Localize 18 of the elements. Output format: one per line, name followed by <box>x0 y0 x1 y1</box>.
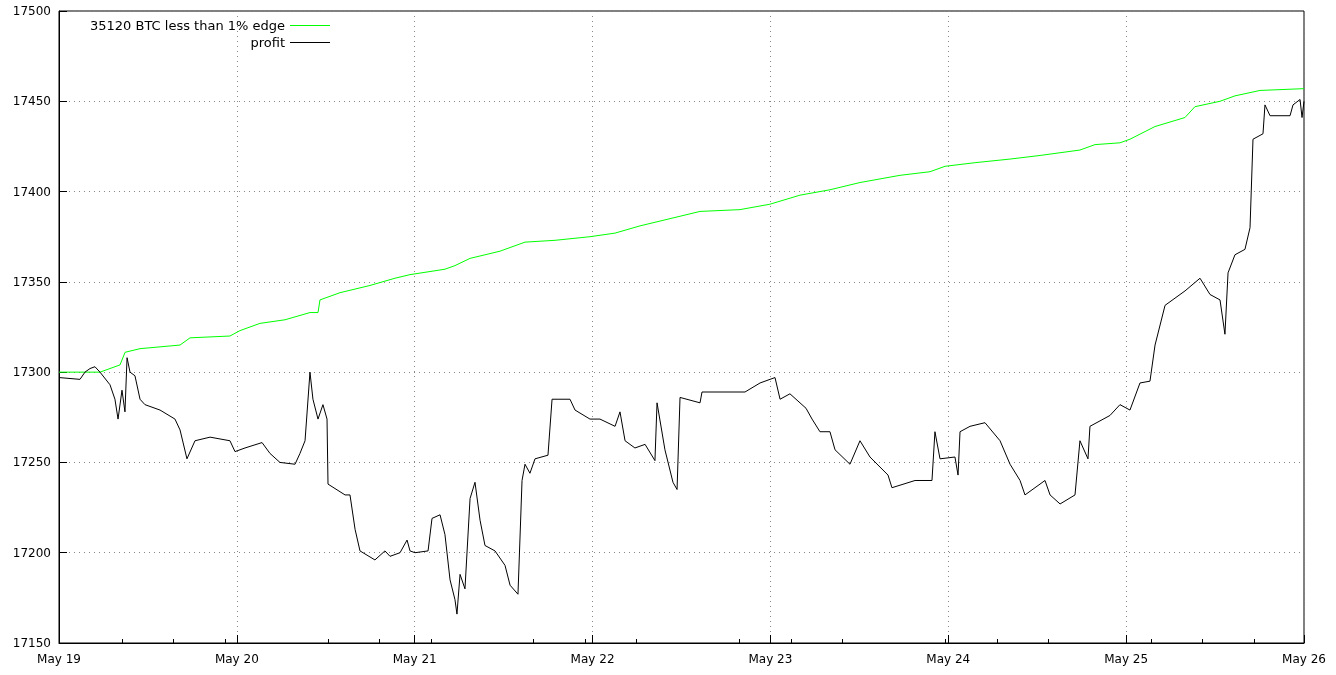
y-tick-label: 17300 <box>12 365 51 380</box>
x-tick-label: May 19 <box>37 652 81 666</box>
y-tick-label: 17400 <box>12 184 51 199</box>
y-tick-label: 17500 <box>12 4 51 18</box>
x-tick-label: May 21 <box>392 652 437 666</box>
x-tick-label: May 23 <box>748 652 793 666</box>
legend-label: 35120 BTC less than 1% edge <box>90 18 286 33</box>
y-tick-label: 17350 <box>12 274 51 289</box>
x-tick-label: May 26 <box>1282 652 1326 666</box>
legend-label: profit <box>250 35 286 50</box>
x-tick-label: May 24 <box>926 652 971 666</box>
x-tick-label: May 22 <box>570 652 615 666</box>
x-tick-label: May 20 <box>214 652 259 666</box>
y-tick-label: 17450 <box>12 94 51 109</box>
y-tick-label: 17250 <box>12 455 51 470</box>
y-tick-label: 17150 <box>12 636 51 650</box>
y-tick-label: 17200 <box>12 545 51 560</box>
x-tick-label: May 25 <box>1104 652 1149 666</box>
